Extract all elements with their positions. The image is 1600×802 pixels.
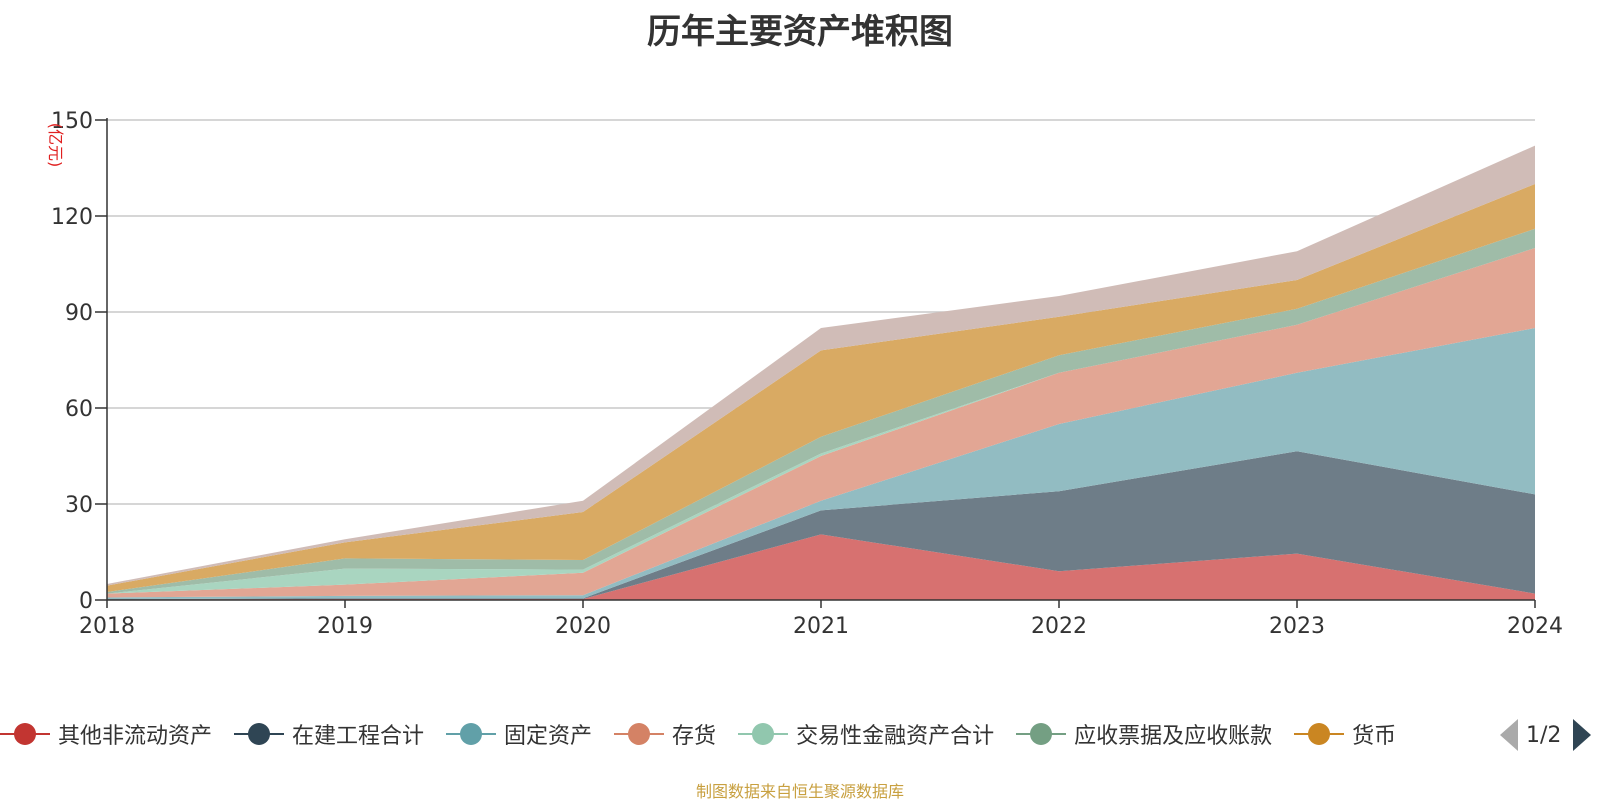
legend-item[interactable]: 存货 [614,718,716,750]
legend-item[interactable]: 应收票据及应收账款 [1016,718,1272,750]
legend-label: 存货 [672,724,717,749]
legend-label: 交易性金融资产合计 [796,724,995,749]
legend: 其他非流动资产 在建工程合计 固定资产 存货 交易性金融资产合计 应收票据及应收账款 货币 [0,716,1418,752]
y-tick-label: 120 [51,205,93,230]
legend-page-indicator: 1/2 [1526,722,1562,748]
area-series-0[interactable] [107,534,1535,600]
legend-marker-icon [234,721,285,747]
area-series-1[interactable] [107,451,1535,600]
legend-label: 其他非流动资产 [58,724,213,749]
legend-marker-icon [0,721,50,747]
legend-prev-icon[interactable] [1500,719,1518,751]
x-tick-label: 2020 [555,614,611,639]
x-tick-label: 2021 [793,614,849,639]
y-tick-label: 150 [51,109,93,134]
legend-item[interactable]: 在建工程合计 [234,718,424,750]
x-tick-label: 2022 [1031,614,1087,639]
legend-marker-icon [1294,721,1345,747]
legend-item[interactable]: 货币 [1294,718,1396,750]
x-tick-label: 2019 [317,614,373,639]
legend-label: 在建工程合计 [292,724,425,749]
x-tick-label: 2023 [1269,614,1325,639]
x-tick-label: 2018 [79,614,135,639]
y-tick-label: 0 [79,589,93,614]
legend-marker-icon [446,721,497,747]
legend-pager: 1/2 [1500,718,1592,752]
y-tick-label: 30 [65,493,93,518]
y-tick-label: 90 [65,301,93,326]
chart-title: 历年主要资产堆积图 [647,12,953,52]
area-series-2[interactable] [107,328,1535,600]
legend-marker-icon [738,721,789,747]
legend-marker-icon [1016,721,1067,747]
legend-label: 货币 [1352,724,1397,749]
y-unit-label: (亿元) [46,123,65,168]
legend-marker-icon [614,721,665,747]
data-source-note: 制图数据来自恒生聚源数据库 [695,782,904,801]
y-tick-label: 60 [65,397,93,422]
legend-item[interactable]: 交易性金融资产合计 [738,718,994,750]
x-tick-label: 2024 [1507,614,1563,639]
legend-next-icon[interactable] [1573,719,1592,751]
area-series-6[interactable] [107,184,1535,592]
legend-item[interactable]: 其他非流动资产 [0,718,212,750]
legend-item[interactable]: 固定资产 [446,718,592,750]
legend-label: 固定资产 [504,724,593,749]
legend-label: 应收票据及应收账款 [1074,724,1273,749]
